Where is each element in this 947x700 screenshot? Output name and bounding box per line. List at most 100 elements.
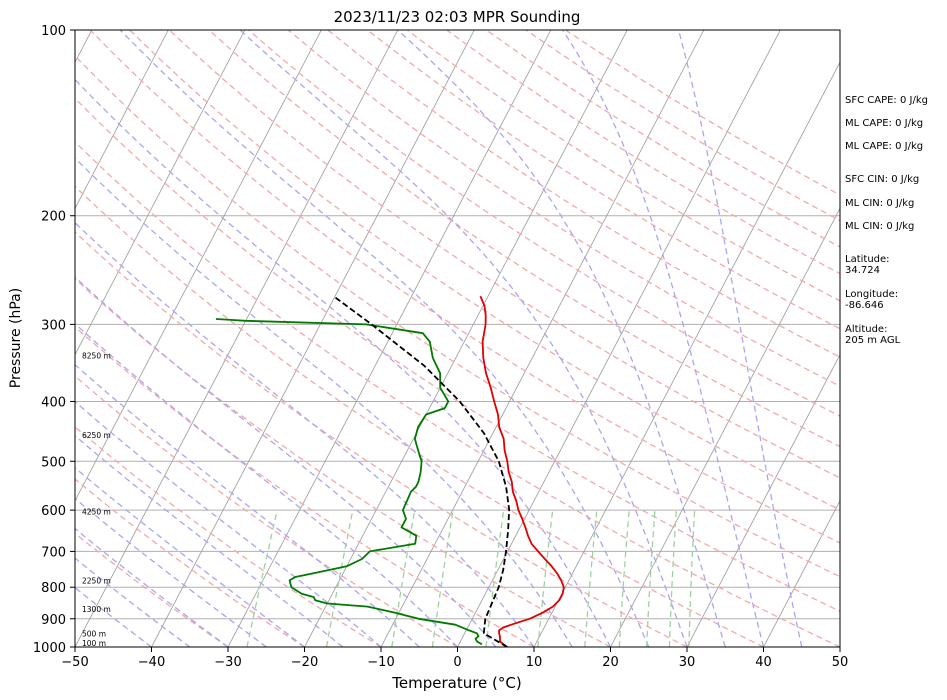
height-label: 6250 m xyxy=(82,431,111,440)
moist-adiabat xyxy=(75,467,305,647)
dry-adiabat xyxy=(75,54,840,578)
isotherm-40 xyxy=(763,499,840,647)
isotherm--50 xyxy=(75,30,399,647)
moist-adiabat xyxy=(75,557,191,647)
annotation-line: ML CIN: 0 J/kg xyxy=(845,221,914,232)
annotation: Latitude: 34.724 xyxy=(845,254,890,276)
x-tick-label: 0 xyxy=(453,655,461,670)
isotherm--10 xyxy=(380,30,705,647)
dry-adiabat xyxy=(75,325,535,647)
isotherm--20 xyxy=(304,30,628,647)
chart-title: 2023/11/23 02:03 MPR Sounding xyxy=(334,8,581,26)
y-tick-label: 500 xyxy=(41,455,66,470)
isotherm-10 xyxy=(533,61,840,647)
parcel-profile xyxy=(333,295,511,647)
moist-adiabat xyxy=(119,30,650,647)
y-axis-label: Pressure (hPa) xyxy=(8,288,24,388)
background-lines xyxy=(75,30,840,647)
y-tick-label: 700 xyxy=(41,545,66,560)
height-label: 1300 m xyxy=(82,605,111,614)
moist-adiabat xyxy=(75,78,612,647)
annotation-line: Latitude: xyxy=(845,254,890,265)
moist-adiabat xyxy=(75,363,420,647)
moist-adiabat xyxy=(75,322,458,647)
moist-adiabat xyxy=(75,497,267,647)
annotation-line: ML CAPE: 0 J/kg xyxy=(845,141,923,152)
height-label: 8250 m xyxy=(82,352,111,361)
mixing-ratio-line xyxy=(485,510,505,647)
dry-adiabat xyxy=(75,478,305,647)
dry-adiabat xyxy=(75,425,382,647)
moist-adiabat xyxy=(75,221,535,647)
y-tick-label: 200 xyxy=(41,210,66,225)
y-tick-label: 100 xyxy=(41,24,66,39)
moist-adiabat xyxy=(239,30,688,647)
mixing-ratio-line xyxy=(537,510,554,647)
dry-adiabat xyxy=(75,532,229,647)
isotherm-20 xyxy=(610,207,840,647)
annotation: ML CIN: 0 J/kg xyxy=(845,198,914,209)
profile-lines xyxy=(215,295,565,647)
x-tick-label: −20 xyxy=(291,655,318,670)
annotation-line: ML CIN: 0 J/kg xyxy=(845,198,914,209)
temperature-profile xyxy=(479,295,565,647)
y-tick-label: 400 xyxy=(41,395,66,410)
x-tick-label: 40 xyxy=(755,655,772,670)
isotherm--60 xyxy=(75,30,322,502)
annotation: ML CIN: 0 J/kg xyxy=(845,221,914,232)
annotation: SFC CAPE: 0 J/kg xyxy=(845,95,928,106)
dry-adiabat xyxy=(248,30,840,417)
y-tick-label: 800 xyxy=(41,581,66,596)
y-tick-label: 1000 xyxy=(33,641,66,656)
sounding-parameters: SFC CAPE: 0 J/kg ML CAPE: 0 J/kg ML CAPE: … xyxy=(845,95,928,346)
annotation-line: Altitude: xyxy=(845,324,887,335)
height-label: 2250 m xyxy=(82,576,111,585)
plot-area xyxy=(75,30,840,647)
y-axis: 1000 900 800 700 600 500 400 300 200 100 xyxy=(33,24,75,656)
annotation-line: SFC CIN: 0 J/kg xyxy=(845,174,919,185)
annotation-line: 205 m AGL xyxy=(845,335,901,346)
isotherm-30 xyxy=(686,353,840,647)
dry-adiabat xyxy=(75,375,458,647)
x-tick-label: −50 xyxy=(61,655,88,670)
moist-adiabat xyxy=(75,157,573,647)
annotation-line: Longitude: xyxy=(845,289,898,300)
dry-adiabat xyxy=(75,231,688,647)
isotherm-0 xyxy=(457,30,781,647)
height-label: 4250 m xyxy=(82,507,111,516)
moist-adiabat xyxy=(75,527,229,647)
x-tick-label: 20 xyxy=(602,655,619,670)
annotation-line: ML CAPE: 0 J/kg xyxy=(845,118,923,129)
x-axis: −50 −40 −30 −20 −10 0 10 20 30 40 50 xyxy=(61,647,848,670)
y-tick-label: 900 xyxy=(41,613,66,628)
annotation: Longitude: -86.646 xyxy=(845,289,898,311)
dry-adiabat xyxy=(406,30,840,302)
x-tick-label: −40 xyxy=(138,655,165,670)
annotation: SFC CIN: 0 J/kg xyxy=(845,174,919,185)
dry-adiabat xyxy=(208,30,840,448)
mixing-ratio-line xyxy=(391,509,416,647)
dry-adiabat xyxy=(89,30,840,544)
isotherm--40 xyxy=(151,30,475,647)
height-label: 500 m xyxy=(82,629,106,638)
annotation-line: -86.646 xyxy=(845,300,884,311)
annotation: ML CAPE: 0 J/kg xyxy=(845,118,923,129)
dry-adiabat xyxy=(75,185,764,647)
annotation: Altitude: 205 m AGL xyxy=(845,324,901,346)
moist-adiabat xyxy=(75,434,344,647)
dry-adiabat xyxy=(367,30,840,330)
x-axis-label: Temperature (°C) xyxy=(391,674,521,692)
height-label: 100 m xyxy=(82,639,106,648)
y-tick-label: 300 xyxy=(41,318,66,333)
moist-adiabat xyxy=(397,30,726,647)
isotherm--70 xyxy=(75,30,246,356)
isotherm--80 xyxy=(75,30,169,210)
y-tick-label: 600 xyxy=(41,504,66,519)
annotation-line: SFC CAPE: 0 J/kg xyxy=(845,95,928,106)
x-tick-label: −30 xyxy=(214,655,241,670)
x-tick-label: 10 xyxy=(526,655,543,670)
annotation-line: 34.724 xyxy=(845,265,880,276)
x-tick-label: −10 xyxy=(367,655,394,670)
